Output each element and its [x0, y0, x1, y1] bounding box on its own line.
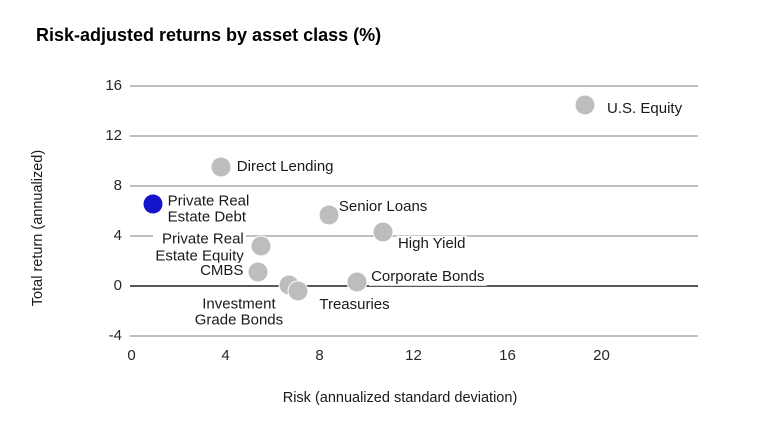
- gridline-neg4: [130, 335, 698, 337]
- y-tick-8: 8: [113, 177, 122, 194]
- y-tick-4: 4: [113, 227, 122, 244]
- label-treasuries: Treasuries: [317, 295, 392, 314]
- label-senior-loans: Senior Loans: [336, 197, 430, 215]
- x-tick-8: 8: [315, 347, 324, 364]
- chart-title: Risk-adjusted returns by asset class (%): [36, 25, 382, 45]
- label-corporate-bonds: Corporate Bonds: [369, 268, 487, 286]
- label-u-s-equity: U.S. Equity: [605, 99, 685, 117]
- gridline-8: [130, 185, 698, 187]
- y-tick-0: 0: [113, 277, 122, 294]
- marker-direct-lending: [211, 157, 231, 177]
- marker-treasuries: [288, 281, 308, 301]
- y-tick-12: 12: [105, 127, 122, 144]
- x-tick-4: 4: [221, 347, 230, 364]
- gridline-12: [130, 135, 698, 137]
- marker-private-real-estate-equity: [251, 236, 271, 256]
- y-tick-neg4: -4: [108, 327, 122, 344]
- label-direct-lending: Direct Lending: [234, 158, 336, 176]
- marker-corporate-bonds: [347, 272, 367, 292]
- label-investment-grade-bonds: Investment Grade Bonds: [192, 295, 286, 330]
- marker-senior-loans: [319, 205, 339, 225]
- zero-gridline: [130, 284, 698, 288]
- marker-high-yield: [373, 222, 393, 242]
- y-axis-title: Total return (annualized): [30, 149, 46, 307]
- label-high-yield: High Yield: [395, 235, 468, 253]
- marker-u-s-equity: [575, 95, 595, 115]
- marker-cmbs: [248, 262, 268, 282]
- x-axis-title: Risk (annualized standard deviation): [282, 390, 518, 406]
- y-tick-16: 16: [105, 77, 122, 94]
- gridline-16: [130, 85, 698, 87]
- marker-private-real-estate-debt: [143, 194, 163, 213]
- x-tick-16: 16: [499, 347, 516, 364]
- x-tick-12: 12: [405, 347, 422, 364]
- x-tick-0: 0: [127, 347, 136, 364]
- label-cmbs: CMBS: [198, 262, 246, 280]
- label-private-real-estate-equity: Private Real Estate Equity: [153, 230, 246, 265]
- x-tick-20: 20: [593, 347, 610, 364]
- label-private-real-estate-debt: Private Real Estate Debt: [165, 192, 252, 226]
